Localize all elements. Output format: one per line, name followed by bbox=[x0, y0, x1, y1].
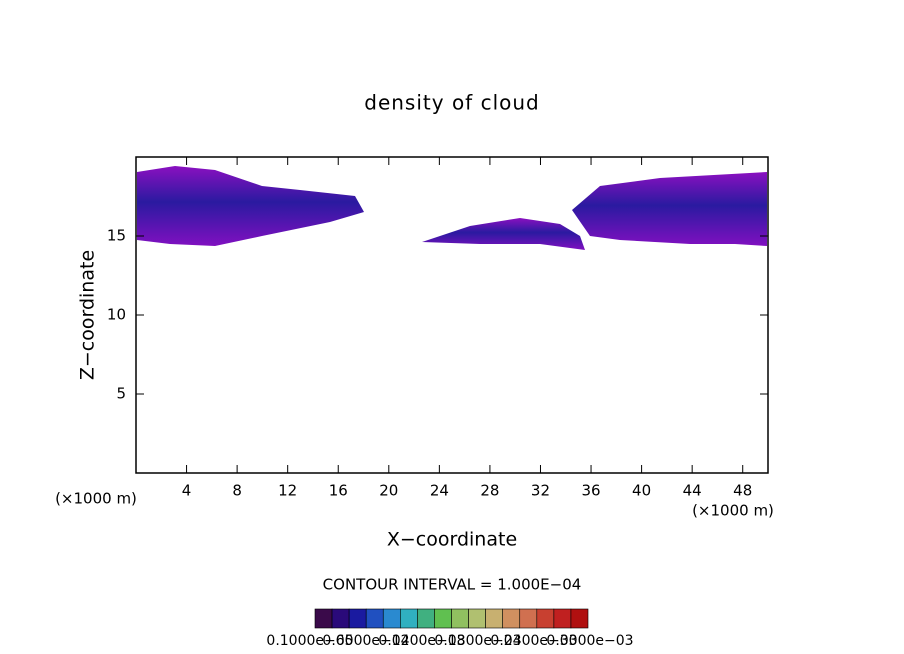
colorbar-label: 0.6000e−04 bbox=[322, 633, 409, 649]
x-tick-label: 12 bbox=[278, 482, 297, 500]
colorbar-swatch bbox=[331, 608, 350, 629]
colorbar-swatch bbox=[553, 608, 572, 629]
cloud-field bbox=[137, 166, 767, 250]
colorbar-swatch bbox=[536, 608, 555, 629]
colorbar-swatch bbox=[382, 608, 401, 629]
x-tick-label: 36 bbox=[581, 482, 600, 500]
x-tick-label: 48 bbox=[733, 482, 752, 500]
x-tick-label: 24 bbox=[430, 482, 449, 500]
x-tick-label: 20 bbox=[379, 482, 398, 500]
y-axis-label: Z−coordinate bbox=[77, 250, 99, 380]
x-unit: (×1000 m) bbox=[55, 490, 137, 508]
x-tick-label: 4 bbox=[182, 482, 192, 500]
colorbar-swatch bbox=[570, 608, 589, 629]
chart-title: density of cloud bbox=[364, 91, 539, 115]
x-unit: (×1000 m) bbox=[692, 502, 774, 520]
colorbar-label: 0.1800e−03 bbox=[434, 633, 521, 649]
x-tick-label: 44 bbox=[683, 482, 702, 500]
x-tick-label: 8 bbox=[232, 482, 242, 500]
colorbar-swatch bbox=[502, 608, 521, 629]
colorbar-swatch bbox=[468, 608, 486, 629]
colorbar-swatch bbox=[417, 608, 435, 629]
x-tick-label: 32 bbox=[531, 482, 550, 500]
x-axis-label: X−coordinate bbox=[387, 529, 517, 551]
colorbar-swatch bbox=[519, 608, 538, 629]
colorbar-swatch bbox=[485, 608, 503, 629]
colorbar-swatch bbox=[314, 608, 333, 629]
colorbar-swatch bbox=[400, 608, 418, 629]
annotation: CONTOUR INTERVAL = 1.000E−04 bbox=[323, 576, 582, 594]
colorbar-swatch bbox=[365, 608, 384, 629]
y-tick-label: 10 bbox=[107, 306, 126, 324]
x-tick-label: 28 bbox=[480, 482, 499, 500]
colorbar-swatch bbox=[451, 608, 469, 629]
colorbar-swatch bbox=[348, 608, 367, 629]
x-tick-label: 16 bbox=[329, 482, 348, 500]
colorbar-swatch bbox=[434, 608, 452, 629]
x-tick-label: 40 bbox=[632, 482, 651, 500]
y-tick-label: 5 bbox=[116, 385, 126, 403]
colorbar-label: 0.3000e−03 bbox=[546, 633, 633, 649]
colorbar-label: 0.2400e−03 bbox=[490, 633, 577, 649]
colorbar-label: 0.1200e−03 bbox=[378, 633, 465, 649]
colorbar-label: 0.1000e−05 bbox=[266, 633, 353, 649]
y-tick-label: 15 bbox=[107, 227, 126, 245]
